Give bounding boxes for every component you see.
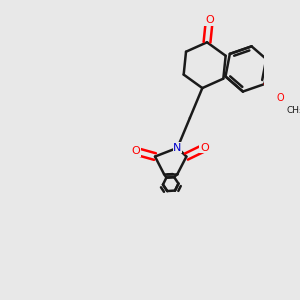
- Text: O: O: [205, 15, 214, 25]
- Text: N: N: [173, 143, 182, 153]
- Text: CH₃: CH₃: [286, 106, 300, 115]
- Text: O: O: [200, 143, 209, 153]
- Text: O: O: [277, 93, 284, 103]
- Text: O: O: [131, 146, 140, 156]
